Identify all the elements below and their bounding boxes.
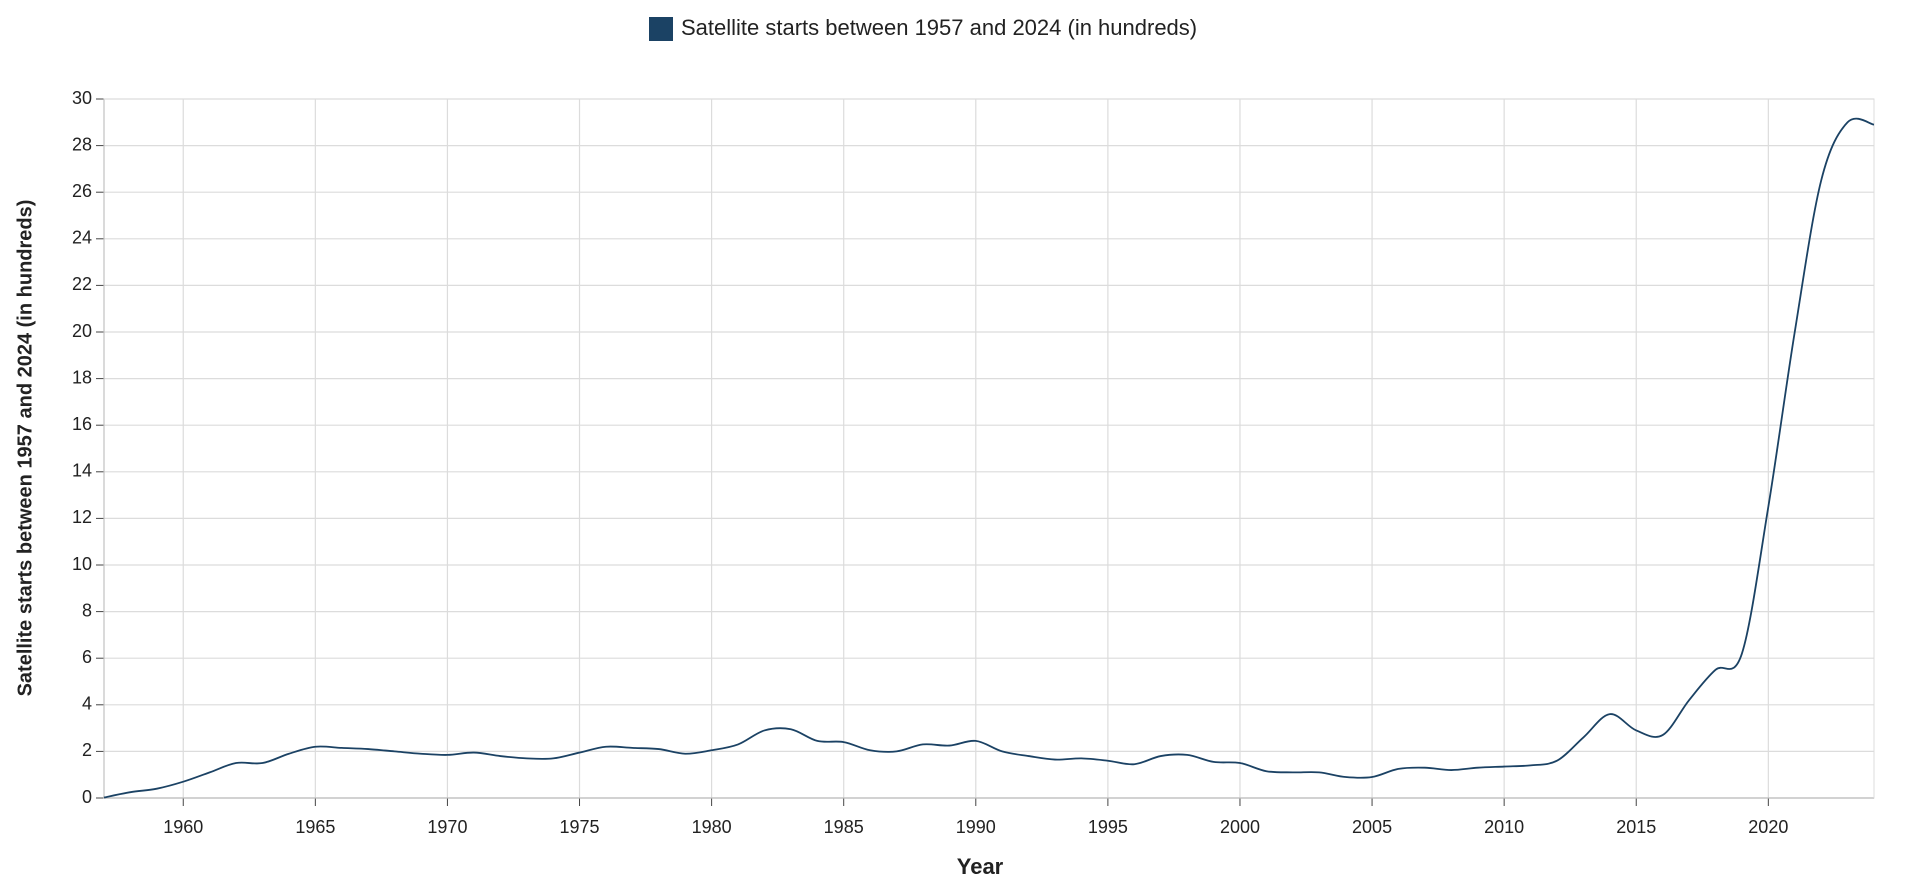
y-tick-label: 0: [82, 787, 92, 807]
y-tick-label: 20: [72, 321, 92, 341]
y-tick-label: 30: [72, 88, 92, 108]
line: [103, 117, 1875, 799]
y-tick-label: 24: [72, 228, 92, 248]
y-tick-label: 14: [72, 461, 92, 481]
y-tick-label: 6: [82, 647, 92, 667]
y-tick-label: 22: [72, 274, 92, 294]
x-tick-label: 1970: [427, 817, 467, 837]
x-tick-label: 2000: [1220, 817, 1260, 837]
x-tick-label: 2005: [1352, 817, 1392, 837]
plot-frame: [103, 98, 1875, 799]
x-tick-label: 1960: [163, 817, 203, 837]
x-tick-label: 1995: [1088, 817, 1128, 837]
y-tick-label: 28: [72, 134, 92, 154]
legend-label: Satellite starts between 1957 and 2024 (…: [681, 15, 1197, 40]
x-axis-title: Year: [957, 854, 1004, 879]
x-tick-label: 1990: [956, 817, 996, 837]
y-tick-label: 26: [72, 181, 92, 201]
y-tick-label: 12: [72, 507, 92, 527]
x-tick-label: 2015: [1616, 817, 1656, 837]
x-tick-label: 2020: [1748, 817, 1788, 837]
y-tick-label: 8: [82, 600, 92, 620]
y-tick-label: 4: [82, 694, 92, 714]
x-tick-label: 1985: [824, 817, 864, 837]
x-tick-label: 1965: [295, 817, 335, 837]
y-tick-label: 10: [72, 554, 92, 574]
x-tick-label: 2010: [1484, 817, 1524, 837]
y-axis-title: Satellite starts between 1957 and 2024 (…: [14, 200, 36, 697]
y-tick-label: 2: [82, 740, 92, 760]
y-tick-label: 18: [72, 367, 92, 387]
x-tick-label: 1980: [692, 817, 732, 837]
y-tick-label: 16: [72, 414, 92, 434]
legend-swatch: [649, 17, 673, 41]
x-tick-label: 1975: [559, 817, 599, 837]
